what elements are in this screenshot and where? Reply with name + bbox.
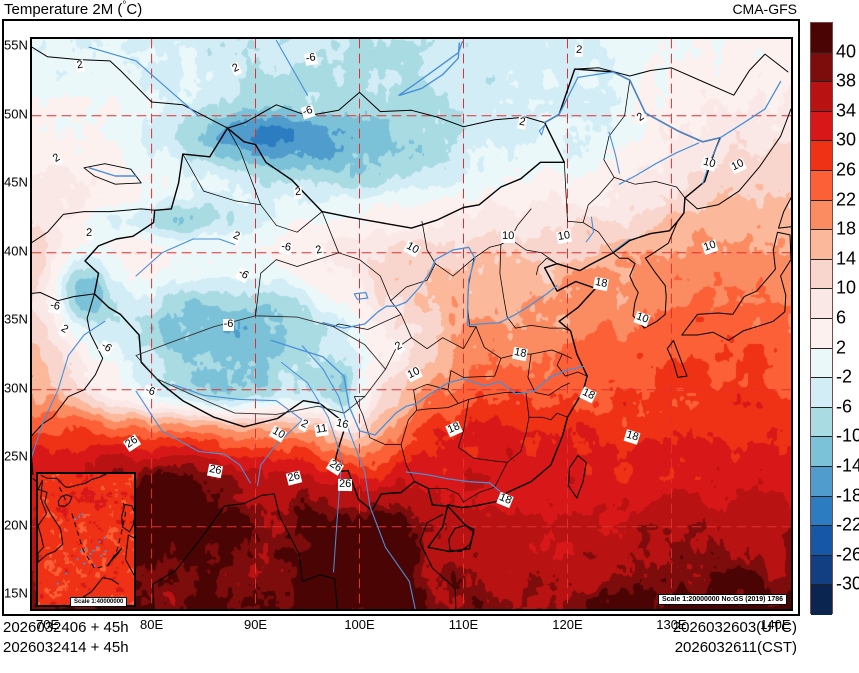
latitude-tick-label: 30N <box>4 380 28 396</box>
inset-overlay-svg <box>38 474 134 605</box>
colorbar-band <box>811 141 832 171</box>
colorbar-tick-label: -30 <box>836 573 859 594</box>
temperature-field-canvas <box>32 39 791 609</box>
colorbar-band <box>811 111 832 142</box>
colorbar-tick-label: -14 <box>836 455 859 476</box>
colorbar-tick-label: -18 <box>836 485 859 506</box>
colorbar-band <box>811 230 832 260</box>
degree-symbol: ° <box>122 0 127 11</box>
colorbar-tick-label: 18 <box>836 218 857 239</box>
longitude-tick-label: 130E <box>656 617 687 632</box>
latitude-tick-label: 20N <box>4 517 28 533</box>
page-title-text: Temperature 2M ( <box>4 1 123 18</box>
latitude-tick-label: 45N <box>4 174 28 190</box>
contour-label: 11 <box>314 422 330 438</box>
contour-label: 2 <box>574 43 584 57</box>
latitude-tick-label: 50N <box>4 106 28 122</box>
colorbar-band <box>811 437 832 467</box>
colorbar-band <box>811 378 832 408</box>
longitude-tick-label: 70E <box>36 617 60 632</box>
contour-label: 2 <box>293 185 304 200</box>
latitude-tick-label: 55N <box>4 37 28 53</box>
colorbar-band <box>811 585 832 615</box>
model-label: CMA-GFS <box>732 1 797 17</box>
contour-label: 18 <box>592 275 609 291</box>
contour-label: -6 <box>303 51 318 66</box>
contour-label: -6 <box>278 240 293 255</box>
contour-label: 16 <box>333 416 351 433</box>
contour-label: -6 <box>47 299 62 314</box>
colorbar-tick-label: -10 <box>836 425 859 446</box>
page-title-tail: C) <box>126 1 143 18</box>
colorbar-tick-label: -2 <box>836 366 853 387</box>
latitude-tick-label: 25N <box>4 448 28 464</box>
init-time-utc-label: 2026032406 + 45h <box>3 619 129 636</box>
colorbar-tick-label: 38 <box>836 70 857 91</box>
colorbar-band <box>811 170 832 201</box>
inset-canvas <box>38 474 134 605</box>
colorbar-band <box>811 526 832 556</box>
colorbar-tick-label: -26 <box>836 544 859 565</box>
longitude-tick-label: 140E <box>760 617 791 632</box>
contour-label: 26 <box>337 477 353 491</box>
colorbar-tick-label: -6 <box>836 396 853 417</box>
colorbar-tick-label: 14 <box>836 248 857 269</box>
colorbar-band <box>811 407 832 438</box>
valid-time-cst-label: 2026032611(CST) <box>674 639 797 656</box>
colorbar-tick-label: 30 <box>836 129 857 150</box>
longitude-tick-label: 120E <box>552 617 583 632</box>
page-title: Temperature 2M (°C) <box>4 0 142 18</box>
colorbar-band <box>811 259 832 290</box>
colorbar-band <box>811 348 832 379</box>
colorbar-band <box>811 496 832 527</box>
map-frame[interactable]: 2 -6 2 2 -6 2 2 2 10 10 2 2 2 2 -6 10 10 10 10 -6 18 10 -6 2 -6 2… <box>30 37 793 611</box>
colorbar-band <box>811 200 832 231</box>
colorbar[interactable] <box>810 22 833 615</box>
colorbar-tick-label: 10 <box>836 277 857 298</box>
longitude-tick-label: 100E <box>344 617 375 632</box>
map-scale-label: Scale 1:20000000 No:GS (2019) 1786 <box>657 593 787 605</box>
colorbar-tick-label: 40 <box>836 41 857 62</box>
colorbar-band <box>811 23 832 53</box>
colorbar-band <box>811 52 832 83</box>
colorbar-band <box>811 466 832 497</box>
inset-scale-label: Scale 1:40000000 <box>70 596 128 607</box>
valid-time-utc-label: 2026032603(UTC) <box>672 619 797 636</box>
contour-label: -6 <box>222 317 235 331</box>
contour-label: 2 <box>85 227 94 241</box>
longitude-tick-label: 80E <box>139 617 164 632</box>
colorbar-tick-label: 34 <box>836 100 857 121</box>
south-china-sea-inset <box>36 472 136 607</box>
colorbar-band <box>811 318 832 349</box>
colorbar-tick-label: -22 <box>836 514 859 535</box>
init-time-cst-label: 2026032414 + 45h <box>3 639 129 656</box>
latitude-tick-label: 40N <box>4 243 28 259</box>
map-overlay-svg <box>32 39 791 609</box>
colorbar-tick-label: 26 <box>836 159 857 180</box>
colorbar-band <box>811 289 832 319</box>
latitude-tick-label: 15N <box>4 585 28 601</box>
longitude-tick-label: 110E <box>448 617 479 632</box>
colorbar-tick-label: 22 <box>836 189 857 210</box>
contour-label: 10 <box>501 229 516 244</box>
colorbar-tick-label: 6 <box>836 307 847 328</box>
colorbar-band <box>811 82 832 112</box>
longitude-tick-label: 90E <box>243 617 268 632</box>
latitude-tick-label: 35N <box>4 311 28 327</box>
contour-label: 18 <box>511 345 528 361</box>
contour-label: 10 <box>556 229 573 245</box>
colorbar-band <box>811 555 832 586</box>
colorbar-tick-label: 2 <box>836 337 847 358</box>
